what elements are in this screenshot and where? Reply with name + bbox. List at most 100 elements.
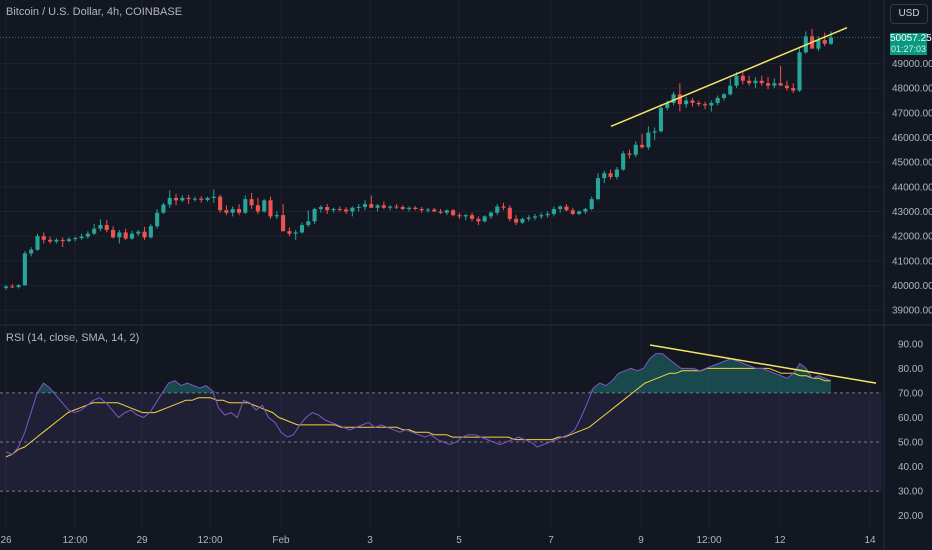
candle-body	[211, 196, 216, 198]
currency-button[interactable]: USD	[890, 4, 928, 24]
candle-body	[136, 231, 141, 234]
candle-body	[350, 207, 355, 212]
candle-body	[740, 75, 745, 81]
candle-body	[526, 217, 531, 219]
candle-body	[621, 153, 626, 170]
price-axis-label: 46000.00	[892, 133, 932, 144]
candle-body	[816, 40, 821, 49]
candle-body	[514, 218, 519, 223]
candle-body	[192, 198, 197, 200]
candle-body	[608, 173, 613, 177]
candle-body	[791, 88, 796, 91]
candle-body	[318, 207, 323, 209]
x-tick-label: 9	[638, 535, 644, 546]
candle-body	[400, 207, 405, 209]
candle-body	[148, 226, 153, 238]
x-tick-label: 5	[456, 535, 462, 546]
candle-body	[117, 232, 122, 238]
rsi-axis-label: 70.00	[898, 388, 923, 399]
candle-body	[331, 209, 336, 211]
x-tick-label: 12:00	[62, 535, 87, 546]
candle-body	[299, 225, 305, 233]
candle-body	[362, 204, 368, 208]
candle-body	[287, 231, 292, 234]
candle-body	[29, 249, 34, 254]
candle-body	[734, 75, 739, 86]
rsi-overbought-fill	[6, 353, 831, 393]
candle-body	[306, 221, 311, 226]
price-trendline	[610, 27, 848, 128]
candle-body	[167, 197, 172, 205]
candle-body	[627, 153, 632, 155]
rsi-trendline	[649, 344, 877, 384]
candle-body	[236, 209, 242, 213]
candle-body	[438, 211, 443, 213]
candle-body	[551, 209, 556, 214]
rsi-line	[5, 353, 832, 455]
candle-body	[488, 212, 493, 217]
candle-body	[690, 100, 695, 103]
candle-body	[652, 131, 657, 133]
price-axis-label: 44000.00	[892, 182, 932, 193]
candle-body	[249, 199, 254, 206]
candle-body	[778, 83, 783, 86]
candle-body	[85, 233, 90, 237]
candle-body	[369, 204, 374, 208]
candle-body	[759, 80, 764, 84]
candle-body	[828, 37, 834, 44]
candle-body	[199, 198, 204, 200]
price-axis-label: 39000.00	[892, 306, 932, 317]
rsi-ma-line	[5, 367, 831, 458]
candle-body	[646, 132, 651, 148]
candle-body	[337, 209, 342, 210]
candle-body	[22, 253, 27, 286]
candle-body	[98, 225, 103, 229]
candle-body	[16, 285, 21, 287]
candle-body	[407, 207, 412, 209]
candle-body	[469, 215, 475, 219]
candle-body	[92, 228, 97, 234]
candle-body	[684, 100, 689, 105]
candle-body	[457, 215, 462, 217]
candle-body	[281, 215, 286, 232]
candle-body	[425, 209, 430, 211]
candle-body	[444, 210, 449, 213]
candle-body	[123, 232, 128, 239]
candle-body	[255, 205, 260, 212]
candle-body	[539, 215, 544, 217]
x-tick-label: Feb	[272, 535, 290, 546]
candle-body	[41, 236, 46, 240]
candle-body	[104, 225, 109, 230]
candle-body	[702, 104, 708, 106]
price-axis-label: 43000.00	[892, 207, 932, 218]
candle-body	[765, 83, 771, 86]
candle-body	[665, 102, 670, 108]
rsi-axis-label: 20.00	[898, 511, 923, 522]
price-axis-label: 41000.00	[892, 256, 932, 267]
x-tick-label: 12:00	[696, 535, 721, 546]
x-tick-label: 26	[0, 535, 12, 546]
candle-body	[48, 239, 53, 242]
x-tick-label: 12:00	[197, 535, 222, 546]
candle-body	[394, 206, 399, 208]
candle-body	[66, 239, 72, 242]
candle-body	[583, 209, 588, 212]
candle-body	[709, 102, 714, 106]
candle-body	[595, 178, 601, 200]
rsi-axis-label: 80.00	[898, 364, 923, 375]
candle-body	[312, 209, 317, 222]
candle-body	[79, 236, 84, 239]
candle-body	[432, 209, 437, 212]
candle-body	[186, 197, 191, 200]
x-tick-label: 7	[548, 535, 554, 546]
candle-body	[419, 209, 424, 211]
candle-body	[614, 169, 619, 177]
price-axis-label: 40000.00	[892, 281, 932, 292]
candle-body	[73, 238, 78, 240]
candle-body	[495, 206, 500, 213]
candle-body	[501, 206, 506, 208]
rsi-axis-label: 90.00	[898, 339, 923, 350]
candle-body	[161, 204, 166, 213]
candle-body	[205, 197, 210, 200]
